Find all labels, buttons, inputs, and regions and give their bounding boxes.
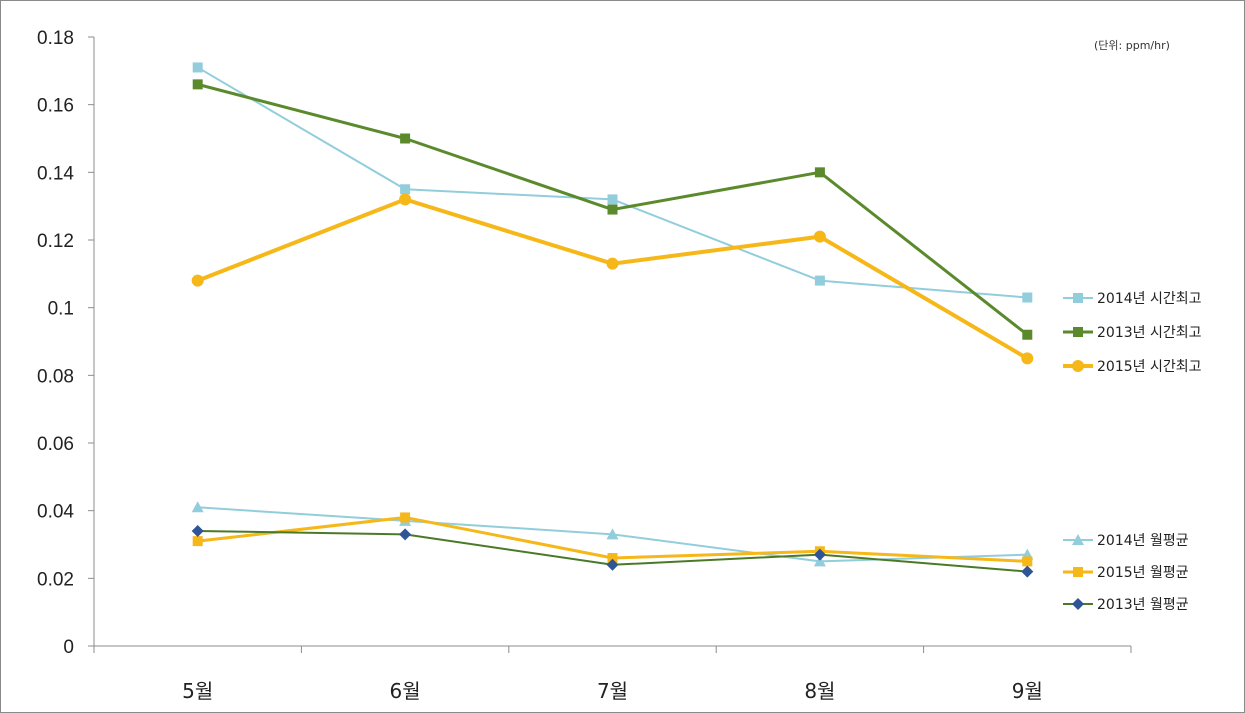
data-point (191, 524, 204, 537)
data-point (192, 536, 203, 547)
data-point (1022, 329, 1033, 340)
x-tick-labels: 5월 6월 7월 8월 9월 (182, 679, 1043, 703)
series-lines (196, 66, 1029, 573)
data-point (192, 62, 203, 73)
data-point (607, 553, 618, 564)
data-point (399, 528, 412, 541)
data-point (813, 555, 826, 567)
data-point (606, 528, 619, 540)
data-point (400, 133, 411, 144)
y-tick-label: 0.12 (37, 231, 74, 252)
x-tick-label: 6월 (390, 679, 421, 703)
data-point (191, 274, 204, 287)
y-tick-label: 0.16 (37, 96, 74, 117)
legend-swatch-marker (1073, 567, 1083, 577)
legend-label: 2014년 월평균 (1097, 533, 1189, 549)
legend-swatch-marker (1072, 598, 1084, 610)
legend-swatch-marker (1072, 360, 1084, 372)
legend-label: 2013년 시간최고 (1097, 325, 1202, 341)
data-point (606, 257, 619, 270)
data-point (1022, 292, 1033, 303)
legend-swatch-marker (1073, 293, 1083, 303)
series-line (196, 197, 1029, 361)
data-point (191, 501, 204, 513)
data-point (607, 194, 618, 205)
legend-swatch-marker (1073, 327, 1083, 337)
y-tick-label: 0.1 (48, 299, 74, 320)
legend-label: 2015년 월평균 (1097, 565, 1189, 581)
y-tick-label: 0.02 (37, 569, 74, 590)
data-point (1021, 565, 1034, 578)
x-tick-label: 5월 (182, 679, 213, 703)
data-point (813, 548, 826, 561)
legend-label: 2014년 시간최고 (1097, 291, 1202, 307)
data-point (192, 79, 203, 90)
x-tick-label: 7월 (597, 679, 628, 703)
legend-label: 2013년 월평균 (1097, 597, 1189, 613)
data-point (814, 167, 825, 178)
legend-label: 2015년 시간최고 (1097, 359, 1202, 375)
y-tick-labels: 0 0.02 0.04 0.06 0.08 0.1 0.12 0.14 0.16 0.18 (37, 28, 74, 658)
data-point (1021, 352, 1034, 365)
data-point (814, 275, 825, 286)
data-point (1022, 556, 1033, 567)
series-markers (191, 62, 1034, 578)
data-point (400, 184, 411, 195)
data-point (607, 204, 618, 215)
axes (88, 36, 1132, 653)
data-point (400, 512, 411, 523)
unit-note: (단위: ppm/hr) (1094, 39, 1170, 52)
data-point (606, 558, 619, 571)
y-tick-label: 0.08 (37, 366, 74, 387)
y-tick-label: 0.06 (37, 434, 74, 455)
data-point (813, 230, 826, 243)
legend-swatch-marker (1072, 534, 1084, 545)
data-point (399, 193, 412, 206)
legend: 2014년 시간최고 2013년 시간최고 2015년 시간최고 2014년 월평균 2… (1063, 291, 1202, 613)
x-tick-label: 9월 (1012, 679, 1043, 703)
y-tick-label: 0 (63, 637, 74, 658)
y-tick-label: 0.14 (37, 163, 74, 184)
y-tick-label: 0.18 (37, 28, 74, 49)
y-tick-label: 0.04 (37, 502, 74, 523)
x-tick-label: 8월 (804, 679, 835, 703)
